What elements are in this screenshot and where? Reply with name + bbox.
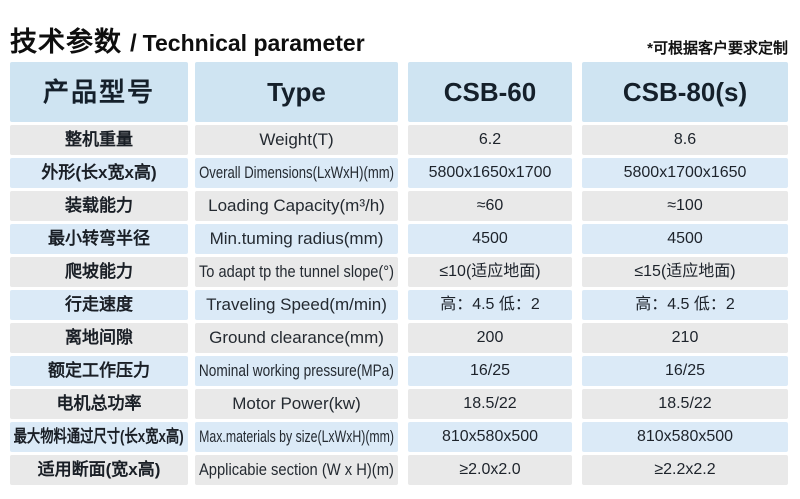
value-csb60-cell: 18.5/22 [408,389,572,419]
header-cell-product-model: 产品型号 [10,62,188,122]
title-english: Technical parameter [142,30,365,56]
value-csb60-cell: 16/25 [408,356,572,386]
table-row: 电机总功率 Motor Power(kw) 18.5/22 18.5/22 [10,389,788,419]
table-row: 额定工作压力 Nominal working pressure(MPa) 16/… [10,356,788,386]
value-csb80-cell: 810x580x500 [582,422,788,452]
param-en-cell: Overall Dimensions(LxWxH)(mm) [195,158,398,188]
value-csb80-cell: ≤15(适应地面) [582,257,788,287]
table-row: 爬坡能力 To adapt tp the tunnel slope(°) ≤10… [10,257,788,287]
param-cn-cell: 额定工作压力 [10,356,188,386]
title-chinese: 技术参数 [10,27,122,57]
value-csb60-cell: 高：4.5 低：2 [408,290,572,320]
param-cn-cell: 离地间隙 [10,323,188,353]
value-csb60-cell: 4500 [408,224,572,254]
table-row: 外形(长x宽x高) Overall Dimensions(LxWxH)(mm) … [10,158,788,188]
param-en-cell: Weight(T) [195,125,398,155]
table-row: 最小转弯半径 Min.tuming radius(mm) 4500 4500 [10,224,788,254]
param-cn-cell: 最小转弯半径 [10,224,188,254]
value-csb80-cell: 18.5/22 [582,389,788,419]
param-en-cell: To adapt tp the tunnel slope(°) [195,257,398,287]
value-csb60-cell: 6.2 [408,125,572,155]
value-csb60-cell: ≥2.0x2.0 [408,455,572,485]
table-row: 适用断面(宽x高) Applicabie section (W x H)(m) … [10,455,788,485]
value-csb60-cell: 810x580x500 [408,422,572,452]
value-csb80-cell: 5800x1700x1650 [582,158,788,188]
param-en-cell: Applicabie section (W x H)(m) [195,455,398,485]
param-cn-cell: 整机重量 [10,125,188,155]
title-bar: 技术参数 / Technical parameter *可根据客户要求定制 [10,14,788,58]
table-row: 装载能力 Loading Capacity(m³/h) ≈60 ≈100 [10,191,788,221]
param-en-cell: Motor Power(kw) [195,389,398,419]
param-en-cell: Max.materials by size(LxWxH)(mm) [195,422,398,452]
value-csb60-cell: ≤10(适应地面) [408,257,572,287]
value-csb80-cell: 16/25 [582,356,788,386]
spec-table: 产品型号 Type CSB-60 CSB-80(s) 整机重量 Weight(T… [10,62,788,488]
table-row: 整机重量 Weight(T) 6.2 8.6 [10,125,788,155]
table-row: 最大物料通过尺寸(长x宽x高) Max.materials by size(Lx… [10,422,788,452]
title-separator: / [130,30,137,57]
header-cell-type: Type [195,62,398,122]
value-csb80-cell: ≈100 [582,191,788,221]
param-en-cell: Nominal working pressure(MPa) [195,356,398,386]
value-csb60-cell: 5800x1650x1700 [408,158,572,188]
page-title: 技术参数 / Technical parameter [10,29,365,58]
value-csb80-cell: 210 [582,323,788,353]
value-csb80-cell: ≥2.2x2.2 [582,455,788,485]
param-cn-cell: 适用断面(宽x高) [10,455,188,485]
table-body: 整机重量 Weight(T) 6.2 8.6 外形(长x宽x高) Overall… [10,125,788,485]
param-cn-cell: 装载能力 [10,191,188,221]
value-csb80-cell: 8.6 [582,125,788,155]
param-cn-cell: 行走速度 [10,290,188,320]
param-en-cell: Loading Capacity(m³/h) [195,191,398,221]
param-cn-cell: 电机总功率 [10,389,188,419]
param-cn-cell: 最大物料通过尺寸(长x宽x高) [10,422,188,452]
table-header-row: 产品型号 Type CSB-60 CSB-80(s) [10,62,788,122]
value-csb60-cell: 200 [408,323,572,353]
param-en-cell: Min.tuming radius(mm) [195,224,398,254]
customization-note: *可根据客户要求定制 [647,40,788,57]
value-csb80-cell: 4500 [582,224,788,254]
header-cell-csb60: CSB-60 [408,62,572,122]
param-cn-cell: 外形(长x宽x高) [10,158,188,188]
value-csb60-cell: ≈60 [408,191,572,221]
value-csb80-cell: 高：4.5 低：2 [582,290,788,320]
param-en-cell: Ground clearance(mm) [195,323,398,353]
table-row: 行走速度 Traveling Speed(m/min) 高：4.5 低：2 高：… [10,290,788,320]
table-row: 离地间隙 Ground clearance(mm) 200 210 [10,323,788,353]
header-cell-csb80: CSB-80(s) [582,62,788,122]
param-en-cell: Traveling Speed(m/min) [195,290,398,320]
param-cn-cell: 爬坡能力 [10,257,188,287]
